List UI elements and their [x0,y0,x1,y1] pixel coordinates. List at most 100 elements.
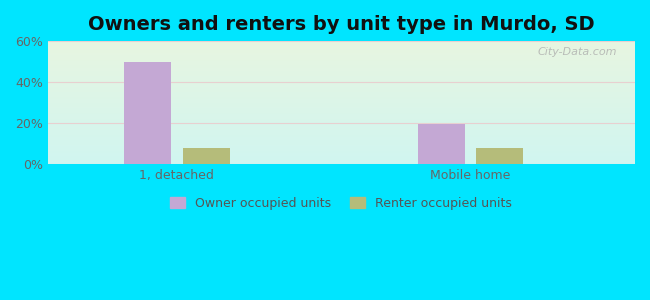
Bar [47,85,635,86]
Bar [47,132,635,133]
Bar [47,96,635,97]
Bar [47,159,635,160]
Bar [47,125,635,126]
Bar [47,158,635,159]
Bar [47,112,635,113]
Bar [47,140,635,141]
Bar [47,162,635,163]
Bar [47,82,635,83]
Bar [47,50,635,51]
Bar [47,56,635,57]
Bar [47,69,635,70]
Bar [124,61,171,164]
Bar [47,100,635,101]
Bar [47,138,635,139]
Bar [47,139,635,140]
Bar [47,70,635,71]
Bar [47,63,635,64]
Bar [47,98,635,99]
Bar [47,131,635,132]
Bar [47,106,635,107]
Bar [47,155,635,156]
Bar [47,73,635,74]
Bar [47,157,635,158]
Bar [47,130,635,131]
Bar [47,71,635,72]
Bar [47,108,635,109]
Bar [47,76,635,77]
Bar [47,119,635,120]
Bar [47,51,635,52]
Bar [47,156,635,157]
Bar [47,62,635,63]
Bar [47,82,635,83]
Bar [47,151,635,152]
Bar [47,113,635,114]
Bar [47,144,635,145]
Bar [47,66,635,67]
Bar [47,145,635,146]
Bar [47,57,635,58]
Bar [47,104,635,105]
Bar [47,47,635,48]
Bar [47,160,635,161]
Bar [47,141,635,142]
Bar [47,93,635,94]
Bar [47,107,635,108]
Bar [47,77,635,78]
Bar [47,133,635,134]
Bar [47,97,635,98]
Bar [47,72,635,73]
Bar [47,83,635,84]
Bar [47,58,635,59]
Text: City-Data.com: City-Data.com [538,47,617,57]
Bar [47,80,635,81]
Bar [47,110,635,111]
Bar [47,88,635,89]
Bar [47,101,635,102]
Bar [47,87,635,88]
Bar [47,53,635,54]
Bar [47,147,635,148]
Bar [47,126,635,127]
Bar [47,143,635,144]
Bar [47,128,635,129]
Bar [47,84,635,85]
Bar [47,44,635,45]
Bar [47,94,635,95]
Bar [47,117,635,118]
Bar [47,123,635,124]
Bar [47,105,635,106]
Title: Owners and renters by unit type in Murdo, SD: Owners and renters by unit type in Murdo… [88,15,595,34]
Bar [47,121,635,122]
Bar [47,99,635,100]
Bar [183,148,230,164]
Bar [47,149,635,150]
Bar [47,89,635,90]
Bar [47,118,635,119]
Bar [47,154,635,155]
Bar [47,161,635,162]
Bar [47,163,635,164]
Bar [47,146,635,147]
Bar [47,75,635,76]
Bar [47,65,635,66]
Bar [47,79,635,80]
Bar [47,152,635,153]
Bar [47,92,635,93]
Bar [47,114,635,115]
Bar [47,49,635,50]
Bar [47,64,635,65]
Bar [47,61,635,62]
Bar [47,142,635,143]
Bar [47,61,635,62]
Bar [47,137,635,138]
Bar [47,54,635,55]
Bar [47,127,635,128]
Bar [47,136,635,137]
Bar [47,45,635,46]
Bar [47,48,635,49]
Bar [47,68,635,69]
Bar [47,111,635,112]
Bar [47,74,635,75]
